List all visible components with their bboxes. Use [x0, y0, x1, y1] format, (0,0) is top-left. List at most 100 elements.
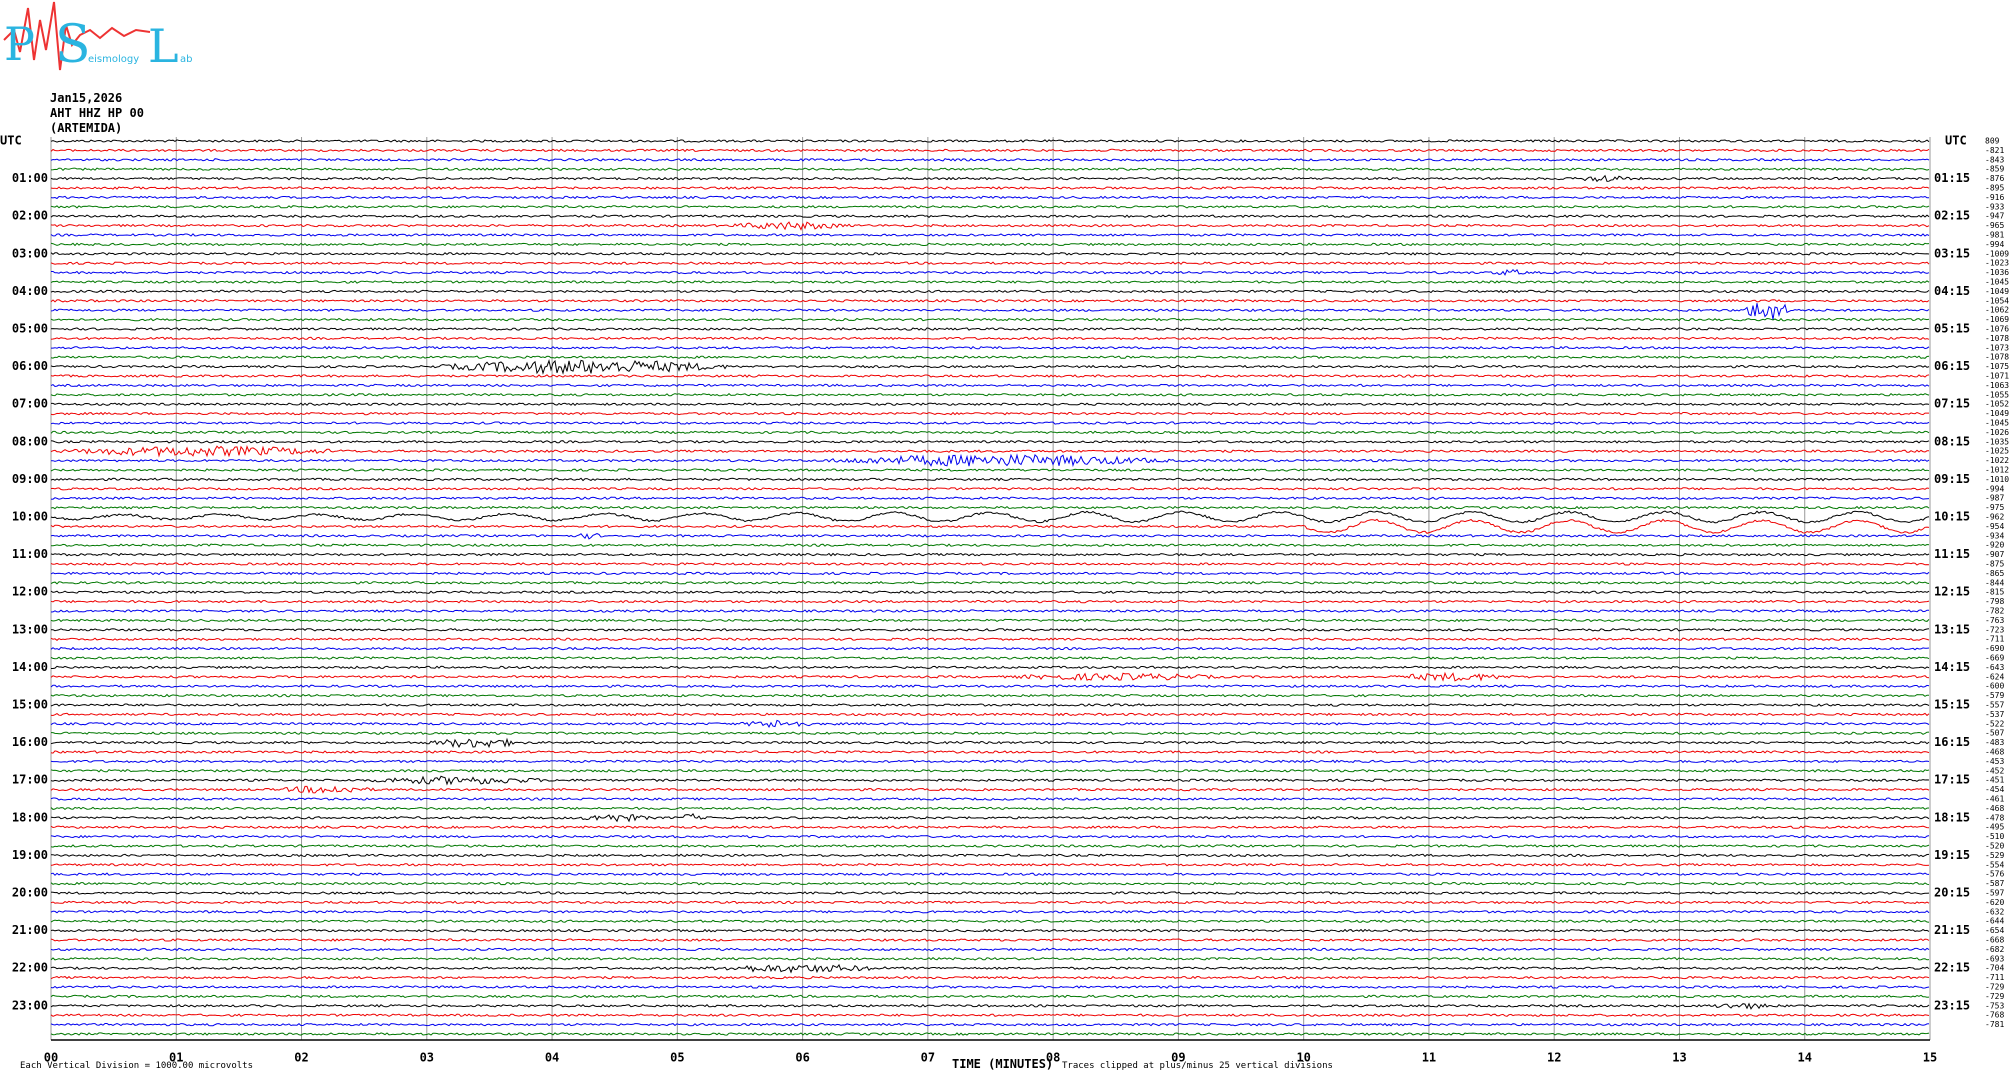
trace-offset: -1045 [1985, 419, 2009, 428]
trace [50, 769, 1930, 773]
trace-offset: -753 [1985, 1001, 2004, 1010]
left-time-label: 20:00 [12, 886, 48, 900]
trace [50, 1002, 1930, 1010]
x-tick-label: 07 [921, 1051, 935, 1065]
left-time-label: 17:00 [12, 773, 48, 787]
trace [50, 825, 1930, 829]
x-tick-label: 12 [1547, 1051, 1561, 1065]
left-time-label: 13:00 [12, 622, 48, 636]
trace [50, 910, 1930, 914]
trace-offset: -478 [1985, 813, 2004, 822]
right-time-label: 13:15 [1934, 622, 1970, 636]
trace [50, 214, 1930, 218]
trace-offset: -981 [1985, 231, 2004, 240]
trace-offset: -682 [1985, 945, 2004, 954]
logo-letter: L [148, 19, 179, 73]
trace [50, 985, 1930, 989]
right-time-label: 17:15 [1934, 773, 1970, 787]
trace [50, 477, 1930, 482]
trace [50, 590, 1930, 595]
trace [50, 510, 1930, 524]
trace-offset: -1055 [1985, 390, 2009, 399]
right-time-label: 02:15 [1934, 209, 1970, 223]
trace-offset: -875 [1985, 560, 2004, 569]
trace [50, 737, 1930, 749]
x-tick-label: 04 [545, 1051, 559, 1065]
trace-offset: -1049 [1985, 409, 2009, 418]
trace-offset: -576 [1985, 870, 2004, 879]
trace [50, 174, 1930, 183]
trace [50, 186, 1930, 190]
trace-offset: -781 [1985, 1020, 2004, 1029]
trace [50, 355, 1930, 360]
trace [51, 402, 1930, 406]
traces [50, 139, 1930, 1036]
trace-offset: -1010 [1985, 475, 2009, 484]
trace [50, 609, 1930, 613]
trace-offset: -1062 [1985, 306, 2009, 315]
trace [50, 684, 1930, 689]
logo-text: ab [180, 54, 192, 65]
trace [50, 439, 1930, 444]
trace [50, 928, 1930, 933]
left-time-label: 16:00 [12, 735, 48, 749]
trace-offset: -1073 [1985, 343, 2009, 352]
trace-offset: -962 [1985, 513, 2004, 522]
trace [50, 252, 1930, 256]
trace-offset: -865 [1985, 569, 2004, 578]
logo: P S L eismology ab [3, 1, 192, 75]
x-tick-label: 09 [1171, 1051, 1185, 1065]
trace-offset: -895 [1985, 184, 2004, 193]
trace-offset: -668 [1985, 936, 2004, 945]
trace-offset: -947 [1985, 212, 2004, 221]
trace-offset: -1075 [1985, 362, 2009, 371]
trace [50, 242, 1930, 247]
trace-offset: -452 [1985, 766, 2004, 775]
trace-offset: -522 [1985, 719, 2004, 728]
left-time-label: 23:00 [12, 998, 48, 1012]
trace [50, 637, 1930, 641]
left-time-label: 08:00 [12, 434, 48, 448]
trace-offset: -763 [1985, 616, 2004, 625]
trace [50, 139, 1930, 143]
right-time-label: 08:15 [1934, 434, 1970, 448]
trace-offset: -1045 [1985, 278, 2009, 287]
trace-offset: -711 [1985, 973, 2004, 982]
logo-text: eismology [88, 54, 139, 65]
trace-offset: -690 [1985, 644, 2004, 653]
x-tick-label: 01 [169, 1051, 183, 1065]
trace-offset: -554 [1985, 860, 2004, 869]
left-time-label: 01:00 [12, 171, 48, 185]
trace-offset: -987 [1985, 494, 2004, 503]
trace [50, 533, 1930, 540]
trace [50, 374, 1930, 378]
trace [51, 627, 1930, 632]
trace [50, 445, 1929, 458]
trace [50, 393, 1930, 397]
trace [50, 853, 1930, 858]
left-time-label: 10:00 [12, 510, 48, 524]
trace [50, 834, 1930, 839]
trace-offset: -711 [1985, 635, 2004, 644]
left-time-label: 11:00 [12, 547, 48, 561]
trace-offset: -916 [1985, 193, 2004, 202]
right-time-label: 01:15 [1934, 171, 1970, 185]
trace [50, 1022, 1930, 1027]
trace-offset: -729 [1985, 983, 2004, 992]
trace [50, 759, 1930, 764]
trace-offset: -600 [1985, 682, 2004, 691]
trace-offset: -654 [1985, 926, 2004, 935]
x-tick-label: 14 [1798, 1051, 1812, 1065]
trace [50, 947, 1930, 952]
trace-offset: -1078 [1985, 353, 2009, 362]
trace-offset: -1063 [1985, 381, 2009, 390]
trace-offset: -920 [1985, 541, 2004, 550]
left-time-label: 21:00 [12, 923, 48, 937]
right-time-label: 04:15 [1934, 284, 1970, 298]
x-tick-label: 05 [670, 1051, 684, 1065]
logo-letter: S [55, 15, 91, 75]
trace-offset: -994 [1985, 484, 2004, 493]
trace [50, 844, 1930, 848]
trace [50, 336, 1930, 341]
trace [50, 411, 1929, 416]
